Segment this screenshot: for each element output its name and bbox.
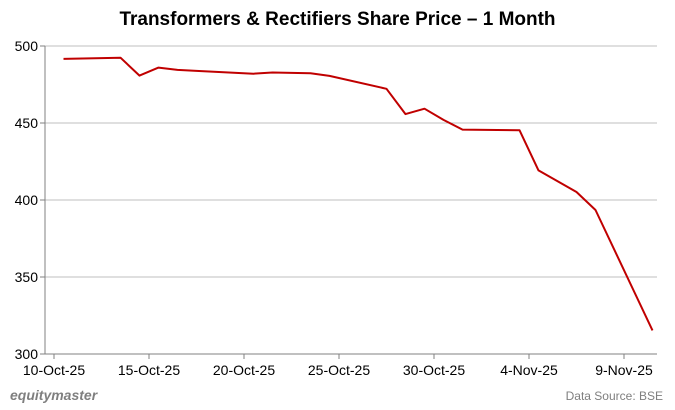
equitymaster-logo: equitymaster (10, 387, 98, 403)
y-tick-label: 450 (15, 115, 39, 131)
x-tick-label: 30-Oct-25 (403, 362, 465, 378)
x-tick-label: 20-Oct-25 (213, 362, 275, 378)
y-tick-label: 300 (15, 346, 39, 362)
y-tick-label: 400 (15, 192, 39, 208)
chart-title: Transformers & Rectifiers Share Price – … (119, 9, 556, 30)
data-source: Data Source: BSE (565, 389, 663, 403)
price-line (63, 56, 654, 331)
y-tick-label: 350 (15, 269, 39, 285)
y-tick-label: 500 (15, 38, 39, 54)
x-tick-label: 25-Oct-25 (308, 362, 370, 378)
x-tick-label: 10-Oct-25 (23, 362, 85, 378)
x-tick-label: 15-Oct-25 (118, 362, 180, 378)
x-tick-label: 4-Nov-25 (500, 362, 558, 378)
x-tick-label: 9-Nov-25 (595, 362, 653, 378)
